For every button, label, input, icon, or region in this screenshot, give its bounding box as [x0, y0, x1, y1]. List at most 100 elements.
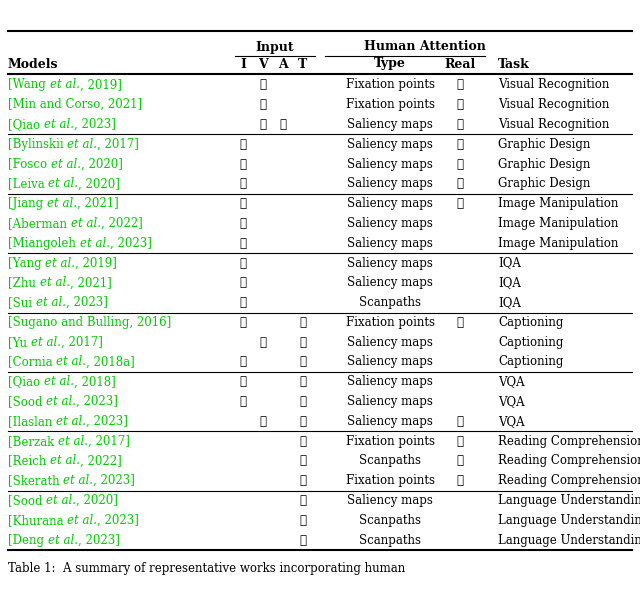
Text: et al.: et al.	[44, 375, 74, 388]
Text: VQA: VQA	[498, 415, 525, 428]
Text: IQA: IQA	[498, 276, 521, 290]
Text: Saliency maps: Saliency maps	[347, 415, 433, 428]
Text: , 2017]: , 2017]	[88, 435, 130, 448]
Text: V: V	[258, 58, 268, 70]
Text: Scanpaths: Scanpaths	[359, 514, 421, 527]
Text: , 2022]: , 2022]	[100, 217, 143, 230]
Text: ✓: ✓	[280, 118, 287, 131]
Text: Fixation points: Fixation points	[346, 474, 435, 487]
Text: Type: Type	[374, 58, 406, 70]
Text: Saliency maps: Saliency maps	[347, 355, 433, 368]
Text: Human Attention: Human Attention	[364, 40, 486, 54]
Text: Visual Recognition: Visual Recognition	[498, 98, 609, 111]
Text: et al.: et al.	[40, 276, 70, 290]
Text: ✓: ✓	[300, 533, 307, 547]
Text: Language Understanding: Language Understanding	[498, 494, 640, 507]
Text: et al.: et al.	[46, 494, 76, 507]
Text: ✓: ✓	[239, 316, 246, 329]
Text: Saliency maps: Saliency maps	[347, 237, 433, 250]
Text: Reading Comprehension: Reading Comprehension	[498, 455, 640, 467]
Text: ✓: ✓	[239, 217, 246, 230]
Text: , 2021]: , 2021]	[77, 197, 118, 210]
Text: ✓: ✓	[239, 158, 246, 170]
Text: et al.: et al.	[67, 514, 97, 527]
Text: ✓: ✓	[239, 296, 246, 309]
Text: Saliency maps: Saliency maps	[347, 375, 433, 388]
Text: , 2023]: , 2023]	[109, 237, 152, 250]
Text: , 2018a]: , 2018a]	[86, 355, 135, 368]
Text: Saliency maps: Saliency maps	[347, 197, 433, 210]
Text: et al.: et al.	[49, 178, 79, 190]
Text: ✓: ✓	[300, 494, 307, 507]
Text: Reading Comprehension: Reading Comprehension	[498, 435, 640, 448]
Text: Saliency maps: Saliency maps	[347, 178, 433, 190]
Text: et al.: et al.	[46, 395, 76, 408]
Text: VQA: VQA	[498, 395, 525, 408]
Text: Saliency maps: Saliency maps	[347, 158, 433, 170]
Text: [Miangoleh: [Miangoleh	[8, 237, 79, 250]
Text: , 2017]: , 2017]	[97, 138, 140, 150]
Text: [Fosco: [Fosco	[8, 158, 51, 170]
Text: [Sood: [Sood	[8, 494, 46, 507]
Text: Saliency maps: Saliency maps	[347, 217, 433, 230]
Text: Language Understanding: Language Understanding	[498, 533, 640, 547]
Text: ✓: ✓	[239, 256, 246, 270]
Text: Graphic Design: Graphic Design	[498, 178, 590, 190]
Text: Captioning: Captioning	[498, 336, 563, 349]
Text: ✓: ✓	[300, 435, 307, 448]
Text: T: T	[298, 58, 308, 70]
Text: Graphic Design: Graphic Design	[498, 138, 590, 150]
Text: [Yang: [Yang	[8, 256, 45, 270]
Text: , 2023]: , 2023]	[77, 533, 120, 547]
Text: ✓: ✓	[239, 375, 246, 388]
Text: ✓: ✓	[259, 78, 266, 92]
Text: Saliency maps: Saliency maps	[347, 395, 433, 408]
Text: , 2023]: , 2023]	[66, 296, 108, 309]
Text: , 2023]: , 2023]	[97, 514, 140, 527]
Text: [Leiva: [Leiva	[8, 178, 49, 190]
Text: [Yu: [Yu	[8, 336, 31, 349]
Text: IQA: IQA	[498, 256, 521, 270]
Text: [Zhu: [Zhu	[8, 276, 40, 290]
Text: [Cornia: [Cornia	[8, 355, 56, 368]
Text: ✓: ✓	[259, 98, 266, 111]
Text: et al.: et al.	[49, 78, 79, 92]
Text: Fixation points: Fixation points	[346, 435, 435, 448]
Text: , 2023]: , 2023]	[74, 118, 116, 131]
Text: ✓: ✓	[300, 395, 307, 408]
Text: ✓: ✓	[456, 435, 463, 448]
Text: , 2019]: , 2019]	[79, 78, 122, 92]
Text: ✓: ✓	[300, 355, 307, 368]
Text: [Deng: [Deng	[8, 533, 48, 547]
Text: ✓: ✓	[456, 455, 463, 467]
Text: ✓: ✓	[456, 78, 463, 92]
Text: Saliency maps: Saliency maps	[347, 494, 433, 507]
Text: , 2020]: , 2020]	[79, 178, 120, 190]
Text: ✓: ✓	[259, 415, 266, 428]
Text: ✓: ✓	[456, 138, 463, 150]
Text: Table 1:  A summary of representative works incorporating human: Table 1: A summary of representative wor…	[8, 562, 405, 575]
Text: ✓: ✓	[456, 474, 463, 487]
Text: [Reich: [Reich	[8, 455, 50, 467]
Text: et al.: et al.	[51, 158, 81, 170]
Text: ✓: ✓	[239, 197, 246, 210]
Text: [Berzak: [Berzak	[8, 435, 58, 448]
Text: ✓: ✓	[300, 514, 307, 527]
Text: , 2023]: , 2023]	[76, 395, 118, 408]
Text: ✓: ✓	[300, 336, 307, 349]
Text: Scanpaths: Scanpaths	[359, 455, 421, 467]
Text: Image Manipulation: Image Manipulation	[498, 237, 618, 250]
Text: ✓: ✓	[259, 118, 266, 131]
Text: [Aberman: [Aberman	[8, 217, 71, 230]
Text: et al.: et al.	[47, 197, 77, 210]
Text: et al.: et al.	[31, 336, 61, 349]
Text: ✓: ✓	[239, 355, 246, 368]
Text: Image Manipulation: Image Manipulation	[498, 217, 618, 230]
Text: ✓: ✓	[456, 316, 463, 329]
Text: Saliency maps: Saliency maps	[347, 256, 433, 270]
Text: et al.: et al.	[67, 138, 97, 150]
Text: Captioning: Captioning	[498, 355, 563, 368]
Text: Fixation points: Fixation points	[346, 78, 435, 92]
Text: I: I	[240, 58, 246, 70]
Text: ✓: ✓	[239, 178, 246, 190]
